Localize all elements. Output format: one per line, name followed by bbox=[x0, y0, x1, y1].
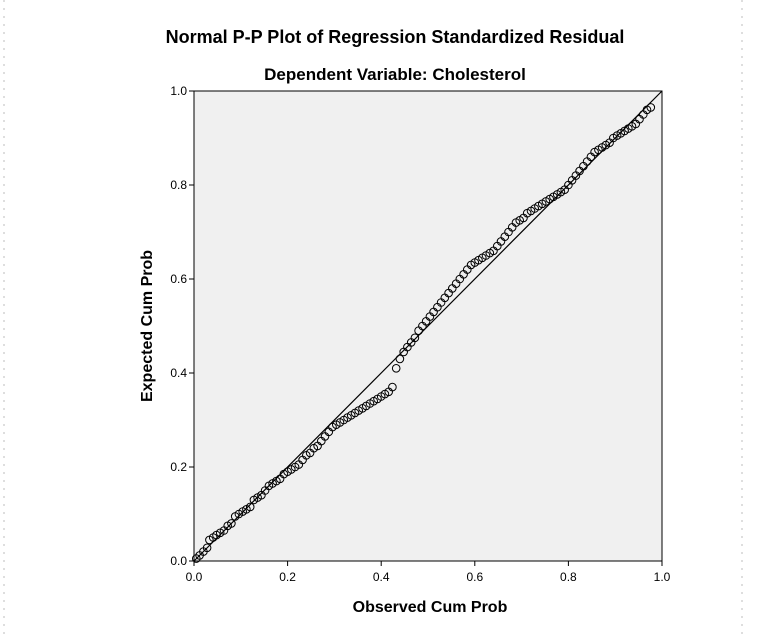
data-point bbox=[388, 382, 397, 392]
data-point bbox=[646, 103, 656, 112]
y-tick-label: 0.2 bbox=[170, 460, 187, 474]
y-tick-label: 0.6 bbox=[170, 272, 187, 286]
y-tick-label: 0.8 bbox=[170, 178, 187, 192]
chart-subtitle: Dependent Variable: Cholesterol bbox=[264, 65, 526, 84]
data-point bbox=[202, 543, 212, 553]
chart-title: Normal P-P Plot of Regression Standardiz… bbox=[166, 27, 625, 47]
x-tick-label: 0.8 bbox=[560, 570, 577, 584]
y-axis-label: Expected Cum Prob bbox=[139, 250, 156, 402]
x-axis-label: Observed Cum Prob bbox=[353, 599, 508, 616]
x-tick-label: 0.4 bbox=[373, 570, 390, 584]
x-tick-label: 0.6 bbox=[466, 570, 483, 584]
data-point bbox=[391, 364, 401, 373]
data-point bbox=[410, 333, 420, 343]
x-tick-label: 1.0 bbox=[654, 570, 671, 584]
reference-line bbox=[193, 90, 663, 562]
y-tick-label: 1.0 bbox=[170, 84, 187, 98]
x-tick-label: 0.2 bbox=[279, 570, 296, 584]
data-point bbox=[245, 502, 255, 512]
y-tick-label: 0.0 bbox=[170, 554, 187, 568]
y-tick-label: 0.4 bbox=[170, 366, 187, 380]
data-point bbox=[227, 519, 236, 528]
data-point bbox=[395, 354, 405, 364]
x-tick-label: 0.0 bbox=[186, 570, 203, 584]
